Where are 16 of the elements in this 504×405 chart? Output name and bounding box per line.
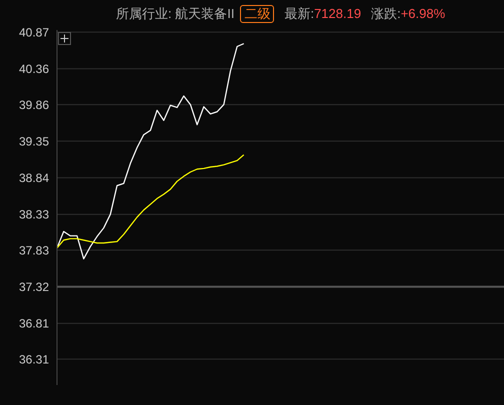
y-tick-label: 37.32 (18, 280, 50, 294)
y-tick-label: 36.81 (18, 316, 50, 331)
y-tick-label: 40.87 (18, 25, 50, 40)
line-series (56, 43, 244, 260)
y-tick-label: 40.36 (18, 62, 50, 76)
text: 涨跌:+6.98% (371, 5, 446, 23)
y-tick-label: 39.86 (18, 98, 50, 112)
text: 二级 (240, 5, 274, 23)
y-tick-label: 39.35 (18, 134, 50, 148)
y-tick-label: 38.33 (18, 208, 50, 222)
chart-title: 所属行业: 航天装备II (116, 5, 234, 23)
line-series (56, 154, 244, 249)
text: 最新:7128.19 (284, 5, 362, 23)
y-tick-label: 38.84 (18, 170, 50, 185)
y-tick-label: 36.31 (18, 352, 50, 366)
y-tick-label: 37.83 (18, 243, 50, 258)
